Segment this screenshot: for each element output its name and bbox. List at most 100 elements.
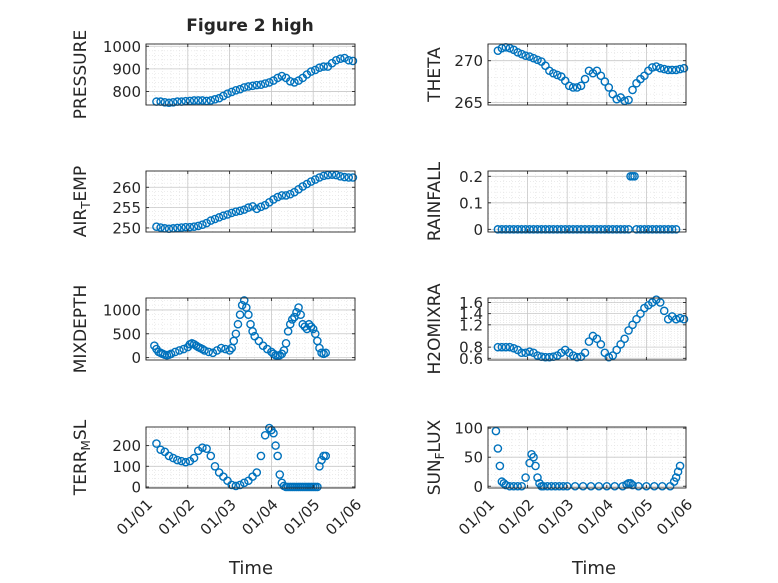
data-point: [231, 481, 241, 491]
data-point: [667, 65, 677, 75]
data-point: [170, 347, 180, 357]
data-point: [624, 326, 633, 335]
data-point: [521, 225, 530, 234]
data-point: [275, 350, 285, 360]
data-point: [675, 313, 685, 323]
data-point: [308, 324, 318, 334]
data-point: [529, 225, 538, 234]
y-axis-label-subscript: T: [79, 201, 93, 210]
data-point: [669, 477, 679, 486]
data-point: [156, 445, 165, 455]
data-point: [513, 225, 523, 234]
data-point: [179, 344, 188, 354]
data-point: [175, 346, 184, 355]
data-point: [495, 461, 505, 471]
data-point: [250, 331, 259, 341]
data-point: [663, 65, 673, 75]
data-point: [185, 222, 195, 232]
y-axis-label: MIXDEPTH: [71, 285, 91, 374]
data-point: [219, 91, 228, 101]
data-point: [331, 170, 341, 180]
data-point: [300, 322, 310, 331]
data-point: [275, 470, 285, 479]
data-point: [505, 342, 515, 352]
data-point: [568, 225, 578, 234]
y-tick-label: 1.2: [459, 316, 483, 334]
data-point: [584, 225, 594, 234]
data-point: [570, 481, 580, 491]
data-point: [549, 225, 558, 234]
data-point: [181, 222, 191, 232]
data-point: [244, 82, 253, 91]
y-tick-label: 200: [112, 437, 141, 455]
data-point: [168, 97, 178, 107]
y-tick-label: 0.2: [459, 168, 483, 186]
data-point: [671, 314, 681, 324]
y-axis-label: PRESSURE: [71, 30, 91, 119]
data-point: [505, 225, 515, 234]
data-point: [227, 208, 236, 218]
data-point: [671, 473, 681, 482]
data-point: [600, 77, 610, 86]
data-point: [302, 324, 312, 334]
data-point: [501, 480, 511, 490]
y-tick-label: 1.4: [459, 305, 483, 323]
data-point: [493, 444, 503, 453]
data-point: [572, 352, 582, 362]
data-point: [517, 225, 526, 234]
figure-title: Figure 2 high: [186, 16, 314, 36]
data-point: [198, 443, 207, 452]
data-point: [202, 96, 211, 106]
data-point: [533, 351, 542, 360]
data-point: [210, 95, 220, 104]
data-point: [321, 451, 331, 461]
data-point: [679, 63, 689, 73]
data-point: [168, 453, 178, 463]
data-point: [306, 322, 316, 331]
data-point: [545, 352, 554, 362]
data-point: [177, 223, 186, 232]
data-point: [501, 225, 511, 234]
data-point: [650, 481, 659, 491]
data-point: [231, 329, 241, 339]
data-point: [260, 79, 270, 88]
data-point: [273, 73, 282, 83]
data-point: [235, 206, 245, 216]
data-point: [252, 468, 262, 477]
data-point: [624, 95, 633, 105]
data-point: [513, 481, 523, 491]
data-point: [336, 54, 345, 63]
data-point: [231, 86, 241, 95]
data-point: [679, 314, 689, 324]
data-point: [564, 81, 574, 91]
data-point: [634, 481, 643, 491]
y-axis-label: H2OMIXRA: [425, 283, 445, 374]
y-axis-label: RAINFALL: [425, 161, 445, 241]
data-point: [505, 481, 515, 491]
data-point: [304, 319, 314, 329]
data-point: [310, 65, 320, 75]
panel-1: 800 900 1000 PRESSURE: [71, 30, 358, 119]
data-point: [248, 81, 257, 91]
panel-3: 250 255 260 AIRTEMP: [71, 166, 358, 237]
data-point: [636, 225, 645, 234]
data-point: [600, 225, 610, 234]
data-point: [221, 344, 230, 354]
data-point: [537, 225, 546, 234]
data-point: [252, 204, 262, 214]
data-point: [181, 457, 191, 467]
data-point: [554, 481, 564, 491]
data-point: [588, 225, 598, 234]
data-point: [525, 225, 534, 234]
data-point: [206, 451, 216, 461]
data-point: [265, 78, 274, 87]
data-point: [223, 210, 232, 219]
axes-box: [487, 43, 687, 106]
y-tick-label: 100: [112, 458, 141, 476]
data-point: [173, 223, 182, 233]
data-point: [185, 96, 195, 106]
data-point: [553, 225, 562, 234]
data-point: [673, 467, 683, 477]
data-point: [260, 430, 270, 440]
y-axis-label-part: EMP: [71, 166, 91, 202]
